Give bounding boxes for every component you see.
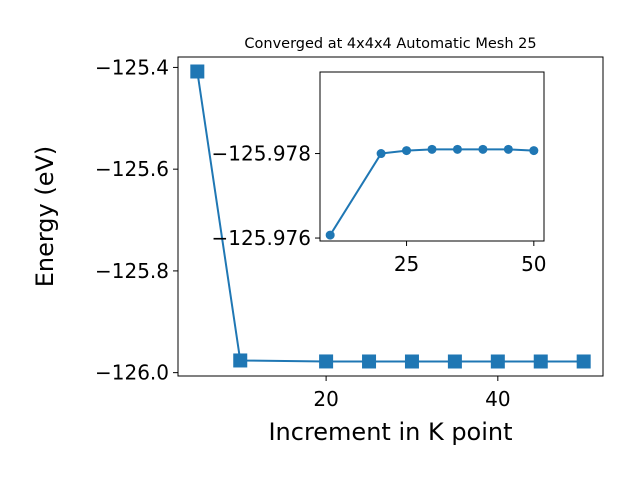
marker [233, 353, 248, 368]
chart-title: Converged at 4x4x4 Automatic Mesh 25 [244, 36, 536, 52]
y-tick-label: −126.0 [95, 361, 169, 385]
axes-frame [319, 71, 545, 242]
y-tick-label: −125.4 [95, 55, 169, 79]
marker [362, 354, 377, 369]
y-tick-label: −125.8 [95, 259, 169, 283]
marker [529, 146, 539, 156]
marker [576, 354, 591, 369]
y-tick-label: −125.976 [212, 226, 311, 250]
marker [402, 146, 412, 156]
x-tick-label: 25 [394, 252, 419, 276]
marker [533, 354, 548, 369]
marker [490, 354, 505, 369]
x-tick-label: 20 [313, 387, 338, 411]
marker [478, 144, 488, 154]
x-tick-label: 50 [521, 252, 546, 276]
x-axis-label: Increment in K point [268, 418, 512, 446]
axes-frame [177, 56, 604, 377]
y-tick-label: −125.978 [212, 142, 311, 166]
marker [503, 144, 513, 154]
marker [427, 144, 437, 154]
plot-area [320, 72, 544, 241]
marker [404, 354, 419, 369]
marker [452, 144, 462, 154]
y-tick-label: −125.6 [95, 157, 169, 181]
y-axis-label: Energy (eV) [31, 146, 59, 288]
marker [447, 354, 462, 369]
marker [325, 230, 335, 240]
marker [319, 354, 334, 369]
x-tick-label: 40 [485, 387, 510, 411]
marker [376, 149, 386, 159]
marker [190, 64, 205, 79]
